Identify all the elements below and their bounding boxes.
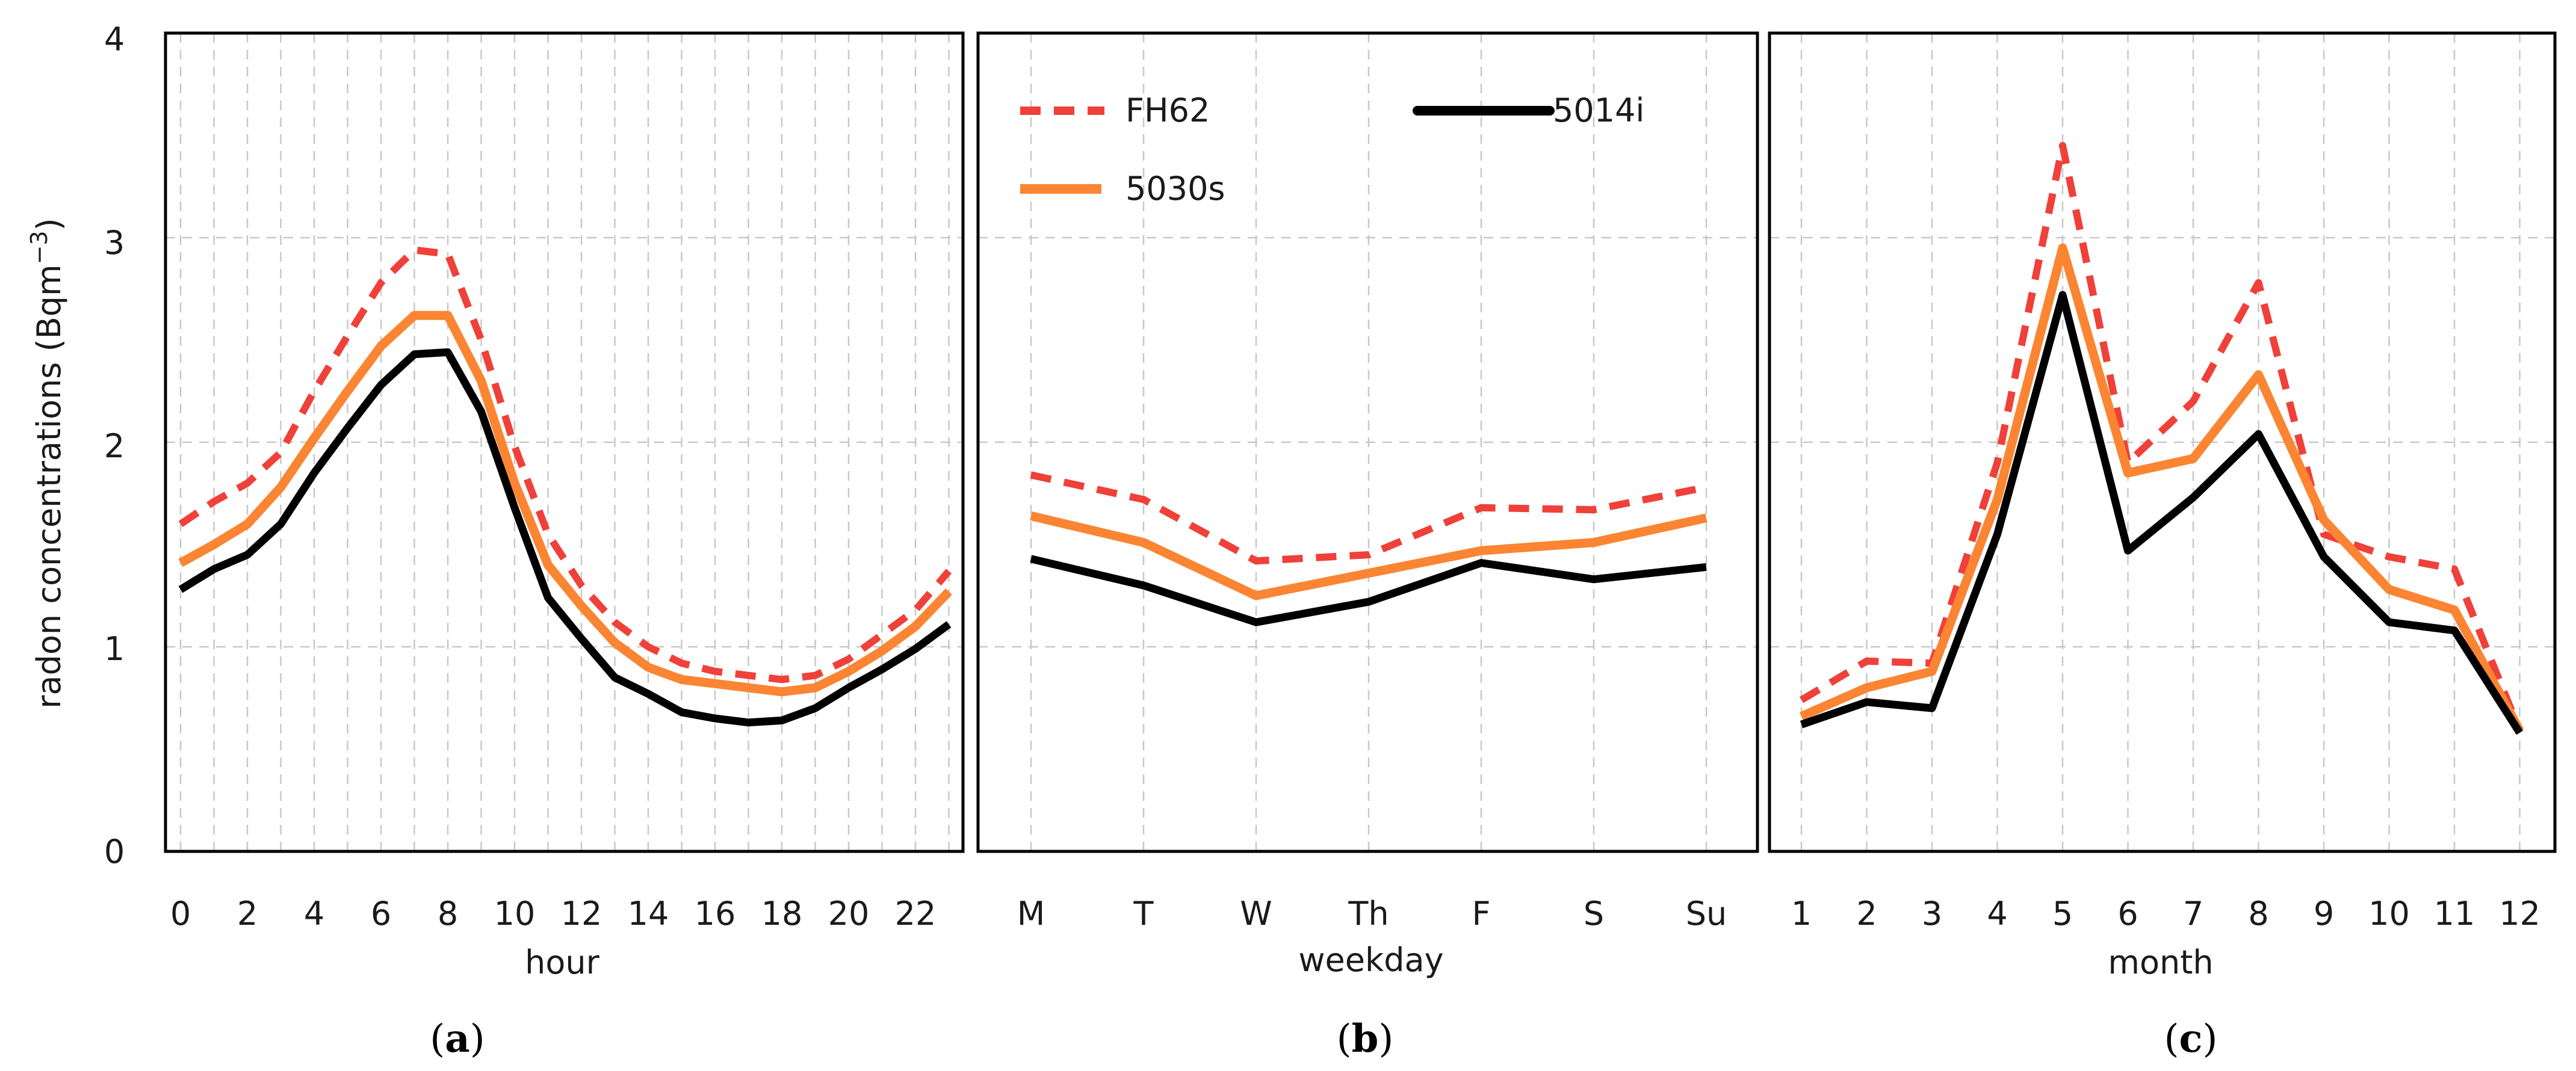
legend-label-5014i: 5014i: [1553, 91, 1644, 129]
caption-c: (c): [2164, 1016, 2218, 1061]
panel-frame: [976, 31, 1759, 853]
panel-b: M T W Th F S Su: [976, 31, 1759, 933]
series-line-fh62: [178, 246, 952, 684]
y-tick-label: 3: [104, 224, 125, 262]
x-axis-title-month: month: [2108, 943, 2213, 981]
x-tick-label: T: [1133, 895, 1154, 933]
x-tick-label: F: [1472, 895, 1490, 933]
x-tick-label: W: [1240, 895, 1272, 933]
y-tick-label: 4: [104, 20, 125, 58]
x-tick-label: 2: [237, 895, 258, 933]
panel-c: 1 2 3 4 5 6 7 8 9 10 11 12: [1768, 31, 2557, 933]
x-tick-label: 6: [371, 895, 391, 933]
panel-frame: [164, 31, 965, 853]
x-tick-label: 3: [1922, 895, 1942, 933]
series-line-5030s: [1799, 243, 2524, 733]
y-axis-title-main: radon concentrations (Bqm: [30, 264, 68, 708]
x-axis-title-hour: hour: [525, 943, 599, 981]
x-tick-label: Su: [1686, 895, 1727, 933]
x-tick-label: S: [1584, 895, 1604, 933]
x-tick-label: 2: [1856, 895, 1877, 933]
y-tick-labels: 0 1 2 3 4: [104, 20, 125, 871]
y-tick-label: 2: [104, 427, 125, 465]
series-line-fh62: [1030, 471, 1708, 565]
x-tick-label: 4: [304, 895, 324, 933]
x-tick-label: 7: [2183, 895, 2203, 933]
caption-b: (b): [1337, 1016, 1394, 1061]
panels-layer: 0 2 4 6 8 10 12 14 16 18 20 22 M T W Th F S Su 1 2 3 4 5 6 7 8 9 10 1…: [164, 31, 2557, 933]
legend-label-fh62: FH62: [1125, 91, 1210, 129]
x-tick-label: 20: [828, 895, 870, 933]
y-tick-label: 0: [104, 833, 125, 871]
y-tick-label: 1: [104, 630, 125, 668]
x-tick-label: 8: [438, 895, 458, 933]
panel-a: 0 2 4 6 8 10 12 14 16 18 20 22: [164, 31, 965, 933]
series-line-fh62: [1799, 142, 2524, 732]
x-tick-label: 10: [2368, 895, 2410, 933]
x-tick-label: 1: [1791, 895, 1812, 933]
x-tick-label: 0: [170, 895, 191, 933]
legend-label-5030s: 5030s: [1125, 170, 1225, 208]
x-tick-label: M: [1017, 895, 1045, 933]
x-tick-label: 12: [2499, 895, 2540, 933]
x-tick-label: 8: [2248, 895, 2268, 933]
series-line-5014i: [1800, 291, 2523, 735]
legend: FH62 5014i 5030s: [1020, 91, 1644, 208]
x-tick-label: 4: [1987, 895, 2007, 933]
x-tick-label: 10: [494, 895, 536, 933]
caption-a: (a): [430, 1016, 485, 1061]
series-line-5030s: [1030, 511, 1708, 600]
x-tick-label: 22: [895, 895, 937, 933]
series-line-5014i: [178, 348, 952, 727]
y-axis-title-close: ): [30, 218, 68, 230]
x-tick-label: 18: [761, 895, 803, 933]
x-tick-label: Th: [1348, 895, 1389, 933]
x-tick-label: 16: [695, 895, 736, 933]
x-tick-label: 11: [2434, 895, 2475, 933]
x-tick-label: 6: [2117, 895, 2138, 933]
panel-frame: [1768, 31, 2557, 853]
y-axis-title-exponent: −3: [26, 230, 52, 264]
x-tick-label: 12: [561, 895, 602, 933]
x-axis-title-weekday: weekday: [1298, 941, 1443, 979]
x-tick-label: 9: [2314, 895, 2334, 933]
y-axis-title: radon concentrations (Bqm−3): [26, 218, 68, 708]
series-line-5030s: [178, 310, 952, 697]
series-line-5014i: [1030, 555, 1707, 626]
x-tick-label: 14: [628, 895, 669, 933]
x-tick-label: 5: [2052, 895, 2073, 933]
